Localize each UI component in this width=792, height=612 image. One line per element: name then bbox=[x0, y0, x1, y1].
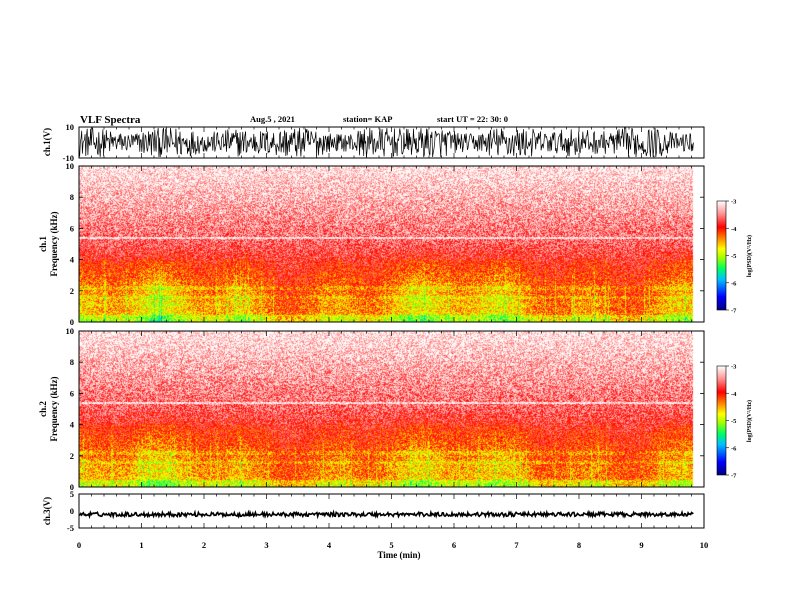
spectrogram-ytick-label-1-3: 6 bbox=[70, 223, 74, 233]
colorbar-tick-label-2-2: -5 bbox=[731, 418, 737, 425]
time-tick-label-5: 5 bbox=[389, 540, 393, 550]
spectrogram-ytick-label-1-0: 0 bbox=[70, 317, 74, 327]
spectrogram-ytick-label-1-4: 8 bbox=[70, 192, 74, 202]
time-tick-label-7: 7 bbox=[514, 540, 519, 550]
colorbar-tick-label-1-0: -3 bbox=[731, 199, 737, 206]
x-minor-ticks bbox=[78, 127, 705, 528]
ch1-colorbar: -3 -4 -5 -6 -7 log(PSD)(V²/Hz) bbox=[716, 199, 753, 315]
ch1-waveform-line bbox=[78, 127, 694, 158]
ch1-spectrogram-ylabel-channel: ch.1 bbox=[38, 236, 48, 252]
spectrogram-ytick-label-2-4: 8 bbox=[70, 357, 74, 367]
ch1-spectrogram-panel: 0 2 4 6 8 10 ch.1 Frequency (kHz) bbox=[38, 161, 705, 327]
ch3-ytick-middle: 0 bbox=[70, 506, 74, 516]
ch2-colorbar-label: log(PSD)(V²/Hz) bbox=[746, 400, 753, 442]
ch3-waveform-line bbox=[78, 509, 694, 520]
ch2-colorbar: -3 -4 -5 -6 -7 log(PSD)(V²/Hz) bbox=[716, 364, 753, 480]
time-tick-label-2: 2 bbox=[202, 540, 206, 550]
time-tick-label-6: 6 bbox=[452, 540, 456, 550]
time-tick-label-4: 4 bbox=[327, 540, 332, 550]
figure-title: VLF Spectra bbox=[80, 114, 141, 126]
colorbar-tick-label-1-4: -7 bbox=[731, 308, 737, 315]
ch1-ytick-bottom: -10 bbox=[63, 153, 74, 163]
ch3-ytick-bottom: -5 bbox=[67, 523, 74, 533]
time-tick-label-10: 10 bbox=[700, 540, 709, 550]
ch2-spectrogram-ylabel-frequency: Frequency (kHz) bbox=[49, 376, 59, 441]
ch1-spectrogram-image bbox=[79, 166, 704, 322]
spectrogram-ytick-label-2-0: 0 bbox=[70, 482, 74, 492]
spectrogram-ytick-label-2-5: 10 bbox=[66, 326, 75, 336]
ch1-colorbar-label: log(PSD)(V²/Hz) bbox=[746, 235, 753, 277]
time-axis-label: Time (min) bbox=[377, 550, 420, 560]
spectrogram-ytick-label-1-1: 2 bbox=[70, 286, 74, 296]
ch3-waveform-frame bbox=[78, 493, 705, 529]
ch2-colorbar-bar bbox=[716, 365, 727, 476]
time-tick-label-8: 8 bbox=[577, 540, 581, 550]
colorbar-tick-label-2-3: -6 bbox=[731, 445, 737, 452]
start-time-label: start UT = 22: 30: 0 bbox=[437, 114, 508, 124]
time-tick-label-0: 0 bbox=[77, 540, 81, 550]
spectrogram-ytick-label-2-3: 6 bbox=[70, 388, 74, 398]
time-tick-label-1: 1 bbox=[139, 540, 143, 550]
ch1-ytick-top: 10 bbox=[66, 122, 75, 132]
colorbar-tick-label-1-3: -6 bbox=[731, 280, 737, 287]
ch3-waveform-ylabel: ch.3(V) bbox=[42, 497, 52, 525]
spectrogram-ytick-label-2-2: 4 bbox=[70, 420, 75, 430]
colorbar-tick-label-2-0: -3 bbox=[731, 364, 737, 371]
colorbar-tick-label-2-1: -4 bbox=[731, 391, 737, 398]
ch2-spectrogram-panel: 0 2 4 6 8 10 ch.2 Frequency (kHz) bbox=[38, 326, 705, 492]
spectrogram-ytick-label-1-5: 10 bbox=[66, 161, 75, 171]
ch3-ytick-top: 5 bbox=[70, 489, 74, 499]
ch1-colorbar-bar bbox=[716, 200, 727, 311]
spectrogram-ytick-label-1-2: 4 bbox=[70, 255, 75, 265]
colorbar-tick-label-2-4: -7 bbox=[731, 473, 737, 480]
time-tick-label-3: 3 bbox=[264, 540, 268, 550]
ch2-spectrogram-ylabel-channel: ch.2 bbox=[38, 401, 48, 417]
colorbar-tick-label-1-1: -4 bbox=[731, 226, 737, 233]
ch1-waveform-ylabel: ch.1(V) bbox=[42, 128, 52, 156]
ch1-spectrogram-ylabel-frequency: Frequency (kHz) bbox=[49, 211, 59, 276]
ch3-waveform-panel: 5 0 -5 ch.3(V) 0 1 2 3 4 5 6 7 8 9 10 Time (min) bbox=[42, 489, 708, 560]
station-label: station= KAP bbox=[343, 114, 392, 124]
date-label: Aug.5 , 2021 bbox=[250, 114, 295, 124]
time-tick-label-9: 9 bbox=[639, 540, 643, 550]
colorbar-tick-label-1-2: -5 bbox=[731, 253, 737, 260]
spectrogram-ytick-label-2-1: 2 bbox=[70, 451, 74, 461]
ch2-spectrogram-image bbox=[79, 331, 704, 487]
